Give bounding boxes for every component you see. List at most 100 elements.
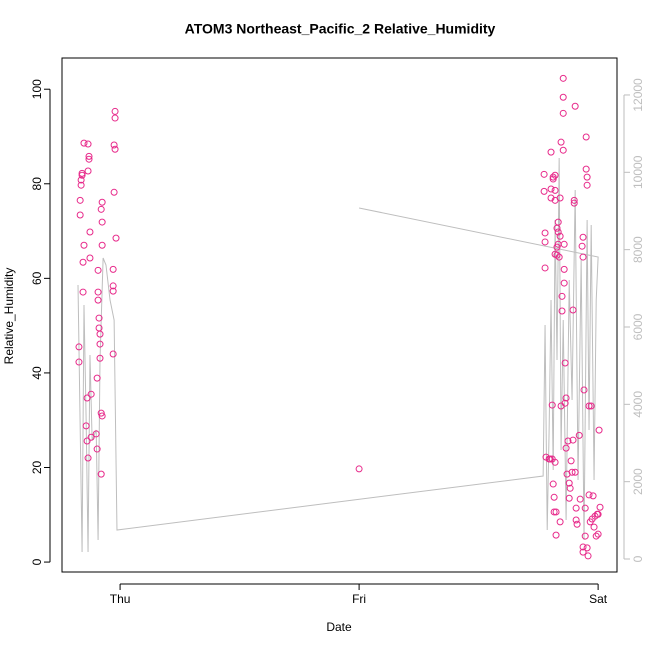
data-point [585, 491, 593, 499]
data-point [75, 358, 83, 366]
data-point [93, 445, 101, 453]
data-point [76, 196, 84, 204]
data-point [558, 307, 566, 315]
data-point [550, 508, 558, 516]
data-point [587, 402, 595, 410]
data-point [556, 194, 564, 202]
data-point [95, 314, 103, 322]
data-point [569, 436, 577, 444]
data-point [98, 241, 106, 249]
data-point [594, 530, 602, 538]
data-point [579, 233, 587, 241]
data-point [86, 228, 94, 236]
data-point [96, 354, 104, 362]
data-point [560, 279, 568, 287]
data-point [581, 504, 589, 512]
data-point [592, 532, 600, 540]
data-point [572, 516, 580, 524]
data-point [561, 399, 569, 407]
data-point [559, 93, 567, 101]
data-point [565, 479, 573, 487]
data-point [85, 155, 93, 163]
data-point [569, 306, 577, 314]
x-tick-label: Thu [110, 592, 131, 606]
data-point [92, 430, 100, 438]
data-point [110, 141, 118, 149]
data-point [84, 454, 92, 462]
data-point [583, 544, 591, 552]
data-point [558, 292, 566, 300]
data-point [585, 402, 593, 410]
x-tick-label: Fri [352, 592, 366, 606]
data-point [551, 458, 559, 466]
y2-tick-label: 10000 [631, 155, 645, 189]
data-point [78, 171, 86, 179]
data-point [559, 146, 567, 154]
y2-tick-label: 2000 [631, 468, 645, 495]
data-point [567, 457, 575, 465]
data-point [576, 495, 584, 503]
data-point [541, 264, 549, 272]
data-point [549, 480, 557, 488]
data-point [583, 181, 591, 189]
x-tick-label: Sat [589, 592, 608, 606]
data-point [83, 394, 91, 402]
data-point [110, 188, 118, 196]
data-point [550, 493, 558, 501]
data-point [557, 138, 565, 146]
data-point [84, 167, 92, 175]
data-point [78, 169, 86, 177]
data-point [595, 426, 603, 434]
y2-tick-label: 6000 [631, 313, 645, 340]
y2-tick-label: 0 [631, 555, 645, 562]
data-point [109, 282, 117, 290]
data-point [553, 251, 561, 259]
data-point [75, 343, 83, 351]
data-point [582, 133, 590, 141]
data-point [84, 140, 92, 148]
y2-tick-label: 12000 [631, 78, 645, 112]
y-tick-label: 60 [30, 271, 44, 285]
y2-tick-label: 8000 [631, 236, 645, 263]
data-point [546, 455, 554, 463]
data-point [109, 350, 117, 358]
data-point [562, 394, 570, 402]
data-point [87, 433, 95, 441]
data-point [112, 234, 120, 242]
data-point [580, 386, 588, 394]
data-point [94, 266, 102, 274]
data-point [79, 258, 87, 266]
data-point [82, 422, 90, 430]
data-point [551, 186, 559, 194]
data-point [547, 185, 555, 193]
data-point [549, 175, 557, 183]
data-point [98, 412, 106, 420]
data-point [98, 198, 106, 206]
data-point [555, 253, 563, 261]
data-point [596, 503, 604, 511]
data-point [85, 152, 93, 160]
data-point [111, 107, 119, 115]
data-point [582, 165, 590, 173]
data-point [77, 176, 85, 184]
data-point [98, 218, 106, 226]
data-point [584, 552, 592, 560]
data-point [590, 523, 598, 531]
data-point [96, 340, 104, 348]
data-point [583, 173, 591, 181]
data-point [94, 296, 102, 304]
data-point [551, 171, 559, 179]
data-point [79, 288, 87, 296]
y-tick-label: 0 [30, 558, 44, 565]
data-point [562, 444, 570, 452]
data-point [540, 170, 548, 178]
data-point [77, 181, 85, 189]
data-point [97, 205, 105, 213]
data-point [87, 390, 95, 398]
data-point [556, 518, 564, 526]
data-point [579, 548, 587, 556]
data-point [547, 148, 555, 156]
data-point [549, 173, 557, 181]
data-point [578, 242, 586, 250]
